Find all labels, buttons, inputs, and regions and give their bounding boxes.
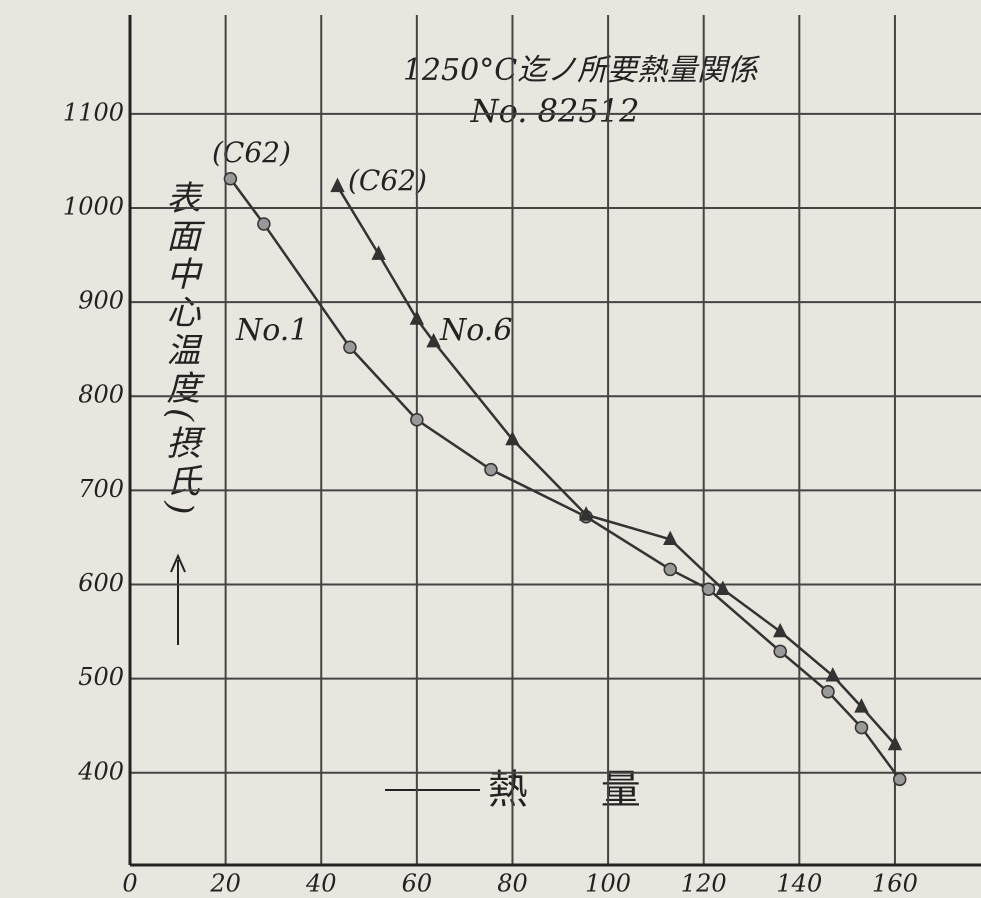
- x-tick-label: 140: [776, 870, 822, 898]
- x-axis-label: 熱 量: [488, 767, 671, 813]
- y-tick-label: 500: [78, 663, 124, 691]
- point: [344, 341, 356, 353]
- annotation: (C62): [348, 164, 427, 197]
- annotation: (C62): [212, 136, 291, 169]
- point: [894, 773, 906, 785]
- point: [411, 414, 423, 426]
- annotation: No.6: [439, 313, 512, 348]
- x-tick-label: 20: [209, 870, 241, 898]
- annotation: No.1: [235, 313, 308, 348]
- point: [702, 583, 714, 595]
- x-tick-label: 80: [497, 870, 528, 898]
- point: [822, 686, 834, 698]
- chart-title: 1250°C迄ノ所要熱量関係: [403, 53, 760, 88]
- x-tick-label: 40: [305, 870, 337, 898]
- point: [855, 722, 867, 734]
- x-tick-label: 60: [402, 870, 433, 898]
- point: [258, 218, 270, 230]
- y-tick-label: 600: [78, 569, 124, 597]
- point: [664, 563, 676, 575]
- x-tick-label: 120: [681, 870, 727, 898]
- y-tick-label: 1000: [63, 192, 124, 220]
- y-tick-label: 700: [78, 475, 124, 503]
- paper: [0, 0, 981, 898]
- chart-subtitle: No. 82512: [470, 92, 640, 130]
- y-tick-label: 800: [78, 381, 124, 409]
- point: [485, 464, 497, 476]
- y-axis-label: 表面中心温度(摂氏): [160, 180, 200, 519]
- point: [774, 645, 786, 657]
- x-tick-label: 0: [122, 870, 137, 898]
- x-tick-label: 100: [585, 870, 631, 898]
- page: 1250°C迄ノ所要熱量関係 No. 82512 表面中心温度(摂氏) 熱 量 …: [0, 0, 981, 898]
- y-tick-label: 1100: [63, 98, 124, 126]
- y-tick-label: 900: [78, 287, 124, 315]
- chart: 1250°C迄ノ所要熱量関係 No. 82512 表面中心温度(摂氏) 熱 量 …: [0, 0, 981, 898]
- x-tick-label: 160: [872, 870, 918, 898]
- point: [224, 173, 236, 185]
- y-tick-label: 400: [77, 757, 124, 785]
